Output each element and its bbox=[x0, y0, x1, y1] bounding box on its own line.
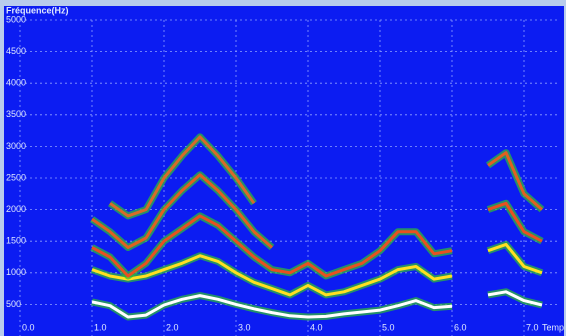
plot-background bbox=[4, 6, 564, 336]
harmonic-contour bbox=[91, 294, 453, 319]
harmonic-contour bbox=[487, 290, 543, 307]
y-tick-label: 3500 bbox=[6, 109, 26, 119]
x-tick-label: 5.0 bbox=[382, 322, 395, 332]
x-tick-label: 0.0 bbox=[22, 322, 35, 332]
y-tick-label: 2500 bbox=[6, 172, 26, 182]
harmonic-contour bbox=[487, 151, 543, 211]
harmonic-contour bbox=[91, 254, 453, 297]
y-tick-label: 1500 bbox=[6, 236, 26, 246]
harmonic-contour bbox=[487, 201, 543, 243]
y-tick-label: 5000 bbox=[6, 14, 26, 24]
x-tick-label: 3.0 bbox=[238, 322, 251, 332]
harmonic-contour bbox=[91, 214, 453, 278]
harmonic-contour bbox=[109, 135, 256, 218]
x-tick-label: 4.0 bbox=[310, 322, 323, 332]
x-tick-label: 6.0 bbox=[454, 322, 467, 332]
y-tick-label: 3000 bbox=[6, 141, 26, 151]
y-tick-label: 2000 bbox=[6, 204, 26, 214]
y-tick-label: 4000 bbox=[6, 78, 26, 88]
x-axis-label: Temp bbox=[542, 322, 564, 332]
harmonic-contour bbox=[91, 173, 273, 249]
x-tick-label: 7.0 bbox=[526, 322, 539, 332]
axis-title: Fréquence(Hz) bbox=[6, 5, 69, 15]
y-tick-label: 500 bbox=[6, 299, 21, 309]
x-tick-label: 2.0 bbox=[166, 322, 179, 332]
harmonic-contour bbox=[487, 242, 543, 275]
y-tick-label: 1000 bbox=[6, 267, 26, 277]
x-tick-label: 1.0 bbox=[94, 322, 107, 332]
y-tick-label: 4500 bbox=[6, 46, 26, 56]
